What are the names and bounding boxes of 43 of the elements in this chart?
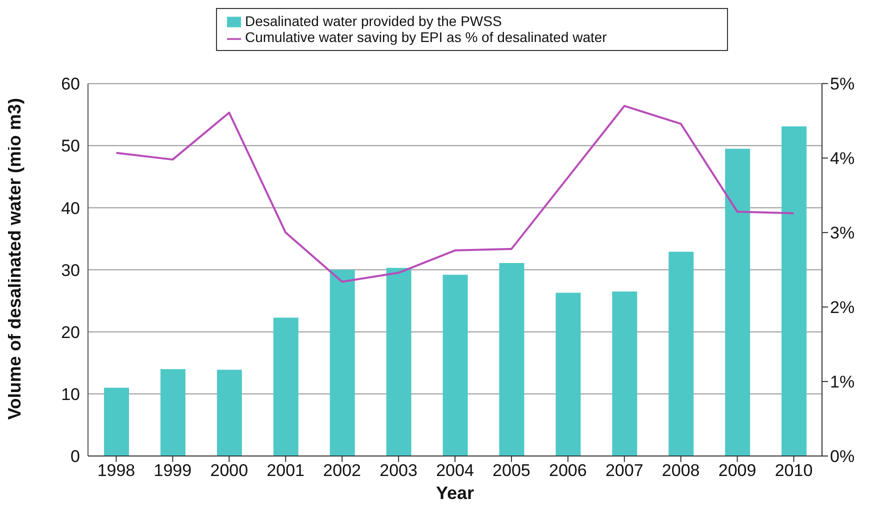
- x-tick-label: 2006: [549, 461, 587, 480]
- bar: [386, 268, 412, 456]
- bar: [612, 292, 638, 456]
- y2-tick-label: 3%: [830, 224, 855, 243]
- bar: [782, 126, 807, 456]
- x-tick-label: 2004: [436, 461, 474, 480]
- bar: [104, 388, 129, 456]
- y2-tick-label: 2%: [830, 298, 855, 318]
- y2-tick-label: 0%: [830, 447, 855, 466]
- legend-label: Desalinated water provided by the PWSS: [245, 13, 502, 29]
- x-tick-label: 2008: [662, 461, 700, 480]
- x-tick-label: 2005: [492, 461, 530, 480]
- bar: [668, 252, 694, 456]
- bar: [160, 369, 186, 456]
- y-tick-label: 0: [70, 447, 80, 466]
- bar: [273, 318, 298, 456]
- x-tick-label: 2000: [210, 461, 248, 480]
- x-tick-label: 2003: [380, 461, 418, 480]
- y-tick-label: 50: [61, 136, 80, 156]
- bar: [499, 262, 524, 456]
- x-tick-label: 1998: [97, 461, 136, 480]
- line-series: [115, 104, 795, 283]
- x-tick-label: 2009: [718, 461, 756, 480]
- y2-tick-label: 5%: [830, 74, 855, 94]
- x-tick-label: 2001: [266, 461, 305, 480]
- y2-tick-label: 4%: [830, 149, 855, 168]
- bar: [556, 292, 581, 456]
- y-tick-label: 10: [61, 384, 80, 404]
- y-tick-label: 40: [61, 198, 80, 218]
- y-tick-label: 30: [61, 260, 80, 280]
- bar: [442, 274, 468, 456]
- bar: [216, 370, 242, 456]
- y-tick-label: 60: [61, 74, 80, 94]
- y2-tick-label: 1%: [830, 372, 855, 392]
- x-tick-label: 2002: [323, 461, 361, 480]
- x-tick-label: 1999: [154, 461, 192, 480]
- x-tick-label: 2007: [605, 461, 644, 480]
- legend-label: Cumulative water saving by EPI as % of desalinated water: [245, 29, 607, 46]
- bar: [330, 270, 355, 456]
- y-tick-label: 20: [61, 322, 80, 342]
- x-axis-title: Year: [436, 483, 474, 503]
- x-tick-label: 2010: [774, 461, 813, 480]
- bar: [725, 148, 750, 456]
